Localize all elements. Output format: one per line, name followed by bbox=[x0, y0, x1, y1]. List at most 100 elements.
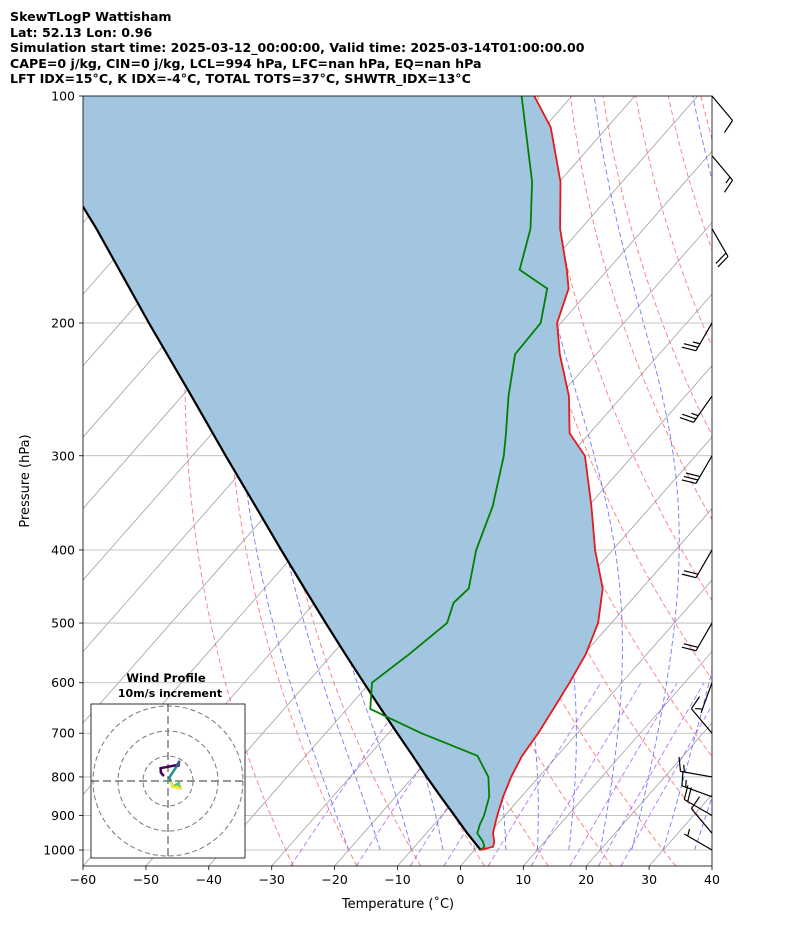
x-tick-label: −20 bbox=[321, 872, 347, 887]
barb-flag bbox=[715, 252, 727, 264]
wind-barb bbox=[711, 155, 734, 193]
x-tick-label: 10 bbox=[515, 872, 531, 887]
wind-barb bbox=[681, 455, 713, 485]
y-axis-label: Pressure (hPa) bbox=[18, 434, 33, 527]
dry-adiabat-line bbox=[184, 96, 294, 866]
barb-flag bbox=[723, 120, 734, 133]
wind-barb bbox=[679, 395, 713, 423]
mixing-ratio-line bbox=[569, 682, 678, 866]
wind-barb bbox=[711, 228, 729, 268]
isotherm-line bbox=[711, 865, 712, 866]
dry-adiabat-line bbox=[569, 96, 712, 521]
isotherm-line bbox=[522, 650, 712, 866]
barb-flag bbox=[681, 479, 697, 485]
barb-half-flag bbox=[685, 779, 687, 788]
dry-adiabat-line bbox=[602, 96, 712, 437]
stability-indices-1: CAPE=0 j/kg, CIN=0 j/kg, LCL=994 hPa, LF… bbox=[10, 55, 482, 71]
x-axis-label: Temperature (˚C) bbox=[341, 896, 454, 912]
barb-staff bbox=[690, 808, 713, 834]
stability-indices-2: LFT IDX=15°C, K IDX=-4°C, TOTAL TOTS=37°… bbox=[10, 71, 471, 87]
barb-staff bbox=[711, 228, 729, 257]
y-tick-label: 400 bbox=[51, 542, 75, 557]
moist-adiabat-line bbox=[726, 96, 794, 850]
barb-flag bbox=[681, 573, 697, 579]
dry-adiabat-line bbox=[700, 96, 712, 141]
cin-shaded-area bbox=[83, 96, 603, 850]
moist-adiabat-line bbox=[519, 96, 623, 851]
barb-staff bbox=[690, 708, 713, 734]
barb-flag bbox=[690, 796, 701, 810]
dry-adiabat-line bbox=[537, 96, 712, 602]
moist-adiabat-line bbox=[234, 96, 350, 851]
wind-barb bbox=[681, 771, 713, 798]
barb-staff bbox=[700, 682, 713, 714]
wind-barb bbox=[690, 696, 713, 734]
barb-flag bbox=[683, 570, 699, 575]
moist-adiabat-line bbox=[662, 96, 712, 851]
barb-flag bbox=[683, 643, 699, 648]
barb-flag bbox=[678, 756, 682, 772]
barb-flag bbox=[717, 256, 729, 268]
wind-barb bbox=[690, 796, 713, 834]
x-tick-label: −60 bbox=[70, 872, 96, 887]
barb-staff bbox=[695, 322, 713, 351]
barb-half-flag bbox=[725, 176, 731, 184]
y-tick-label: 800 bbox=[51, 769, 75, 784]
wind-barb bbox=[678, 756, 713, 778]
hodograph-trace-segment bbox=[171, 785, 183, 790]
wind-barb bbox=[681, 622, 713, 652]
y-tick-label: 300 bbox=[51, 448, 75, 463]
wind-barb bbox=[681, 549, 713, 579]
barb-staff bbox=[683, 833, 713, 851]
x-tick-label: −50 bbox=[133, 872, 159, 887]
moist-adiabat-line bbox=[694, 795, 712, 851]
hodograph-trace-segment bbox=[168, 766, 177, 779]
moist-adiabat-line bbox=[593, 96, 680, 851]
barb-staff bbox=[711, 155, 734, 181]
barb-staff bbox=[693, 395, 713, 423]
barb-flag bbox=[681, 346, 697, 352]
x-tick-label: 40 bbox=[704, 872, 720, 887]
barb-staff bbox=[680, 770, 713, 778]
barb-flag bbox=[679, 416, 694, 423]
dry-adiabat-line bbox=[406, 96, 677, 866]
barb-flag bbox=[683, 343, 699, 348]
chart-title: SkewTLogP Wattisham bbox=[10, 9, 172, 24]
barb-half-flag bbox=[687, 828, 691, 837]
mixing-ratio-line bbox=[620, 704, 712, 866]
wind-barb bbox=[711, 95, 734, 133]
chart-header: SkewTLogP Wattisham Lat: 52.13 Lon: 0.96… bbox=[10, 9, 584, 87]
x-tick-label: −30 bbox=[259, 872, 285, 887]
dry-adiabat-line bbox=[264, 96, 422, 866]
x-tick-label: 30 bbox=[641, 872, 657, 887]
x-tick-label: 20 bbox=[578, 872, 594, 887]
y-tick-label: 1000 bbox=[43, 843, 75, 858]
y-tick-label: 700 bbox=[51, 726, 75, 741]
barb-flag bbox=[690, 696, 701, 710]
barb-half-flag bbox=[695, 707, 703, 710]
barb-half-flag bbox=[691, 412, 699, 417]
y-tick-label: 200 bbox=[51, 315, 75, 330]
mixing-ratio-line bbox=[487, 682, 602, 866]
x-tick-label: −10 bbox=[384, 872, 410, 887]
mixing-ratio-line bbox=[530, 682, 642, 866]
isotherm-line bbox=[585, 722, 712, 866]
location-coordinates: Lat: 52.13 Lon: 0.96 bbox=[10, 24, 153, 40]
hodograph-title: Wind Profile bbox=[126, 671, 206, 685]
dry-adiabat-line bbox=[766, 96, 794, 866]
y-tick-label: 900 bbox=[51, 808, 75, 823]
hodograph-trace-segment bbox=[169, 781, 175, 788]
barb-half-flag bbox=[692, 341, 701, 345]
barb-staff bbox=[683, 799, 713, 817]
barb-half-flag bbox=[683, 764, 686, 773]
barb-flag bbox=[685, 472, 701, 478]
mixing-ratio-line bbox=[598, 682, 705, 866]
barb-staff bbox=[681, 785, 713, 798]
isotherm-line bbox=[460, 579, 712, 866]
barb-flag bbox=[687, 787, 692, 802]
barb-staff bbox=[711, 95, 734, 121]
wind-barb bbox=[683, 828, 713, 851]
wind-barb bbox=[695, 682, 713, 714]
isotherm-line bbox=[648, 793, 712, 866]
